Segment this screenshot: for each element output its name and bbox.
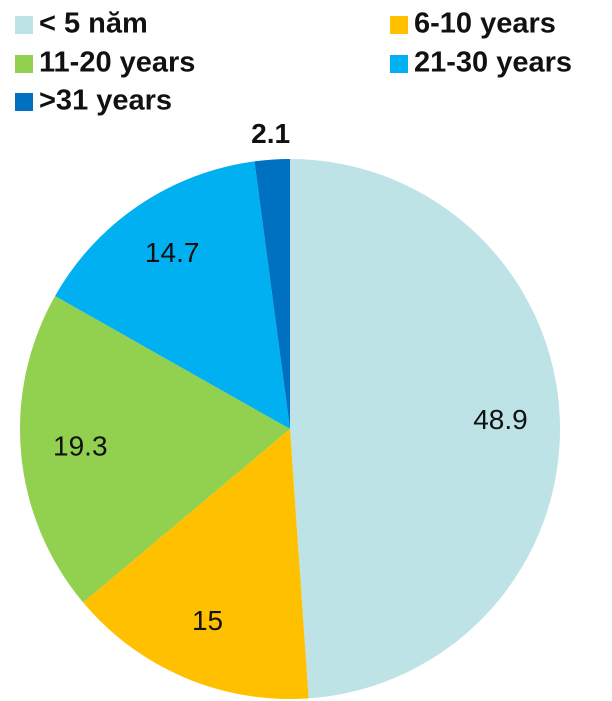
pie-slice bbox=[290, 159, 560, 699]
legend-swatch bbox=[15, 93, 33, 111]
legend-label: 11-20 years bbox=[39, 47, 195, 79]
data-label: 48.9 bbox=[473, 404, 528, 435]
legend-label: < 5 năm bbox=[39, 8, 148, 40]
pie-slice bbox=[19, 295, 291, 603]
data-label: 14.7 bbox=[145, 237, 200, 268]
legend-swatch bbox=[15, 55, 33, 73]
legend-swatch bbox=[15, 16, 33, 34]
legend-label: >31 years bbox=[39, 85, 172, 117]
data-label: 15 bbox=[192, 605, 223, 636]
data-label: 2.1 bbox=[251, 118, 290, 149]
legend-swatch bbox=[390, 16, 408, 34]
pie-slice bbox=[83, 429, 309, 699]
legend-label: 6-10 years bbox=[414, 8, 556, 40]
data-label: 19.3 bbox=[53, 431, 108, 462]
legend-swatch bbox=[390, 55, 408, 73]
pie-slice bbox=[254, 159, 290, 429]
pie-slice bbox=[55, 161, 290, 430]
legend-label: 21-30 years bbox=[414, 47, 572, 79]
